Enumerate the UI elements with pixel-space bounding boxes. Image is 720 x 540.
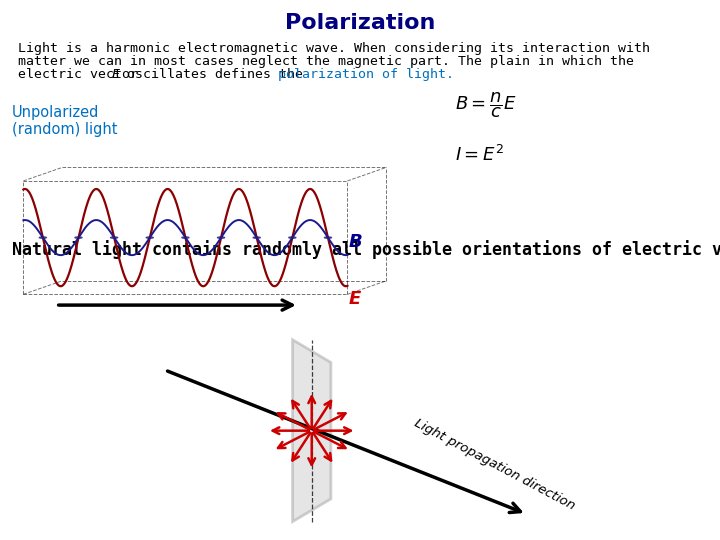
Text: Natural light contains randomly all possible orientations of electric vector: Natural light contains randomly all poss… bbox=[12, 240, 720, 259]
Text: Unpolarized
(random) light: Unpolarized (random) light bbox=[12, 105, 117, 137]
Text: E: E bbox=[349, 290, 361, 308]
Text: $I = E^2$: $I = E^2$ bbox=[455, 145, 504, 165]
Text: $B = \dfrac{n}{c}E$: $B = \dfrac{n}{c}E$ bbox=[455, 90, 516, 120]
Text: E: E bbox=[112, 68, 120, 81]
Text: polarization of light.: polarization of light. bbox=[278, 68, 454, 81]
Text: B: B bbox=[349, 233, 363, 251]
Text: Light propagation direction: Light propagation direction bbox=[412, 417, 577, 513]
Text: electric vector: electric vector bbox=[18, 68, 146, 81]
Text: Light is a harmonic electromagnetic wave. When considering its interaction with: Light is a harmonic electromagnetic wave… bbox=[18, 42, 650, 55]
Polygon shape bbox=[292, 340, 331, 522]
Text: Polarization: Polarization bbox=[285, 13, 435, 33]
Text: matter we can in most cases neglect the magnetic part. The plain in which the: matter we can in most cases neglect the … bbox=[18, 55, 634, 68]
Text: oscillates defines the: oscillates defines the bbox=[119, 68, 311, 81]
